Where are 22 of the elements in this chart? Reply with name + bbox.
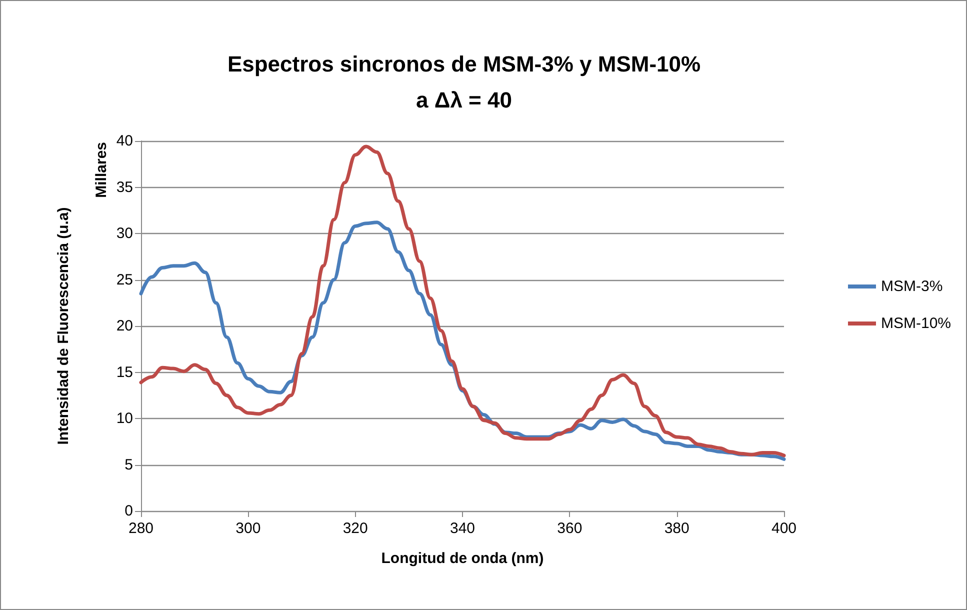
x-tick-label: 280	[128, 520, 154, 537]
y-tick-label: 40	[116, 132, 133, 150]
y-tick-label: 10	[116, 410, 133, 427]
y-tick-label: 5	[124, 456, 133, 474]
x-tick-label: 340	[450, 520, 476, 537]
x-tick-label: 360	[557, 520, 582, 537]
y-tick-label: 20	[116, 318, 133, 334]
y-axis-title: Intensidad de Fluorescencia (u.a)	[55, 207, 72, 445]
y-tick-label: 15	[116, 364, 133, 381]
text: Millares	[93, 142, 110, 198]
x-axis-title: Longitud de onda (nm)	[381, 550, 544, 567]
x-tick-label: 300	[236, 520, 261, 537]
y-tick-label: 35	[116, 178, 133, 196]
chart-title: Espectros sincronos de MSM-3% y MSM-10% a Δλ = 40	[227, 52, 701, 112]
x-tick-label: 380	[664, 520, 690, 537]
x-tick-label: 320	[342, 520, 368, 537]
x-tick-label: 400	[771, 520, 797, 537]
y-tick-label: 0	[124, 502, 133, 520]
y-tick-label: 25	[116, 271, 133, 288]
y-tick-label: 30	[116, 225, 133, 242]
legend-label: MSM-3%	[880, 278, 943, 295]
legend-label: MSM-10%	[880, 315, 952, 332]
